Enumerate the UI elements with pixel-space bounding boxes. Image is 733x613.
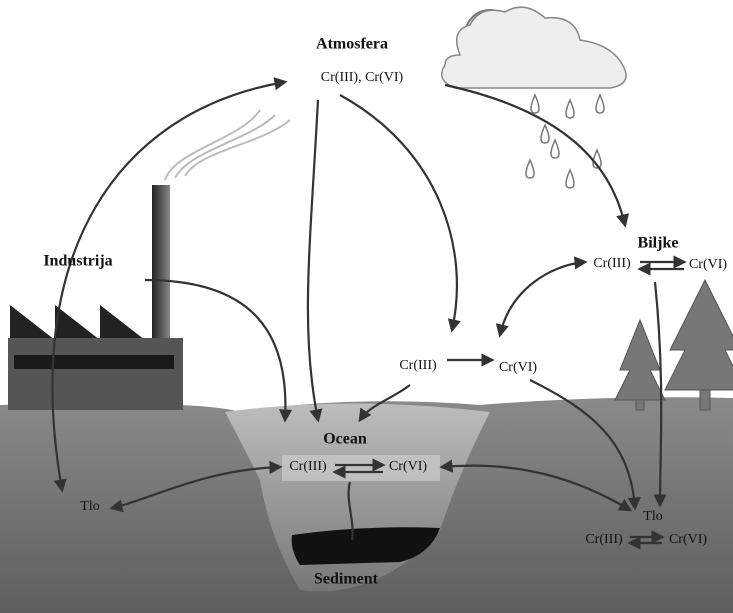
industry-label: Industrija [43,253,112,270]
soil-label: Tlo [80,499,99,514]
plants-species: Cr(VI) [689,257,727,272]
soil-species: Cr(VI) [669,532,707,547]
transformation-species: Cr(VI) [499,360,537,375]
ocean-species: Cr(III) [289,459,327,474]
transformation-species: Cr(III) [399,358,437,373]
atmosphere-species: Cr(III), Cr(VI) [321,70,404,85]
sediment-label: Sediment [314,571,379,588]
weather [442,7,626,188]
plants-label: Biljke [638,235,679,252]
soil-label: Tlo [643,509,662,524]
ocean-species: Cr(VI) [389,459,427,474]
atmosphere-label: Atmosfera [316,36,388,53]
trees [615,280,733,410]
plants-species: Cr(III) [593,256,631,271]
diagram: Atmosfera Cr(III), Cr(VI) Industrija Bil… [0,0,733,613]
ocean-label: Ocean [323,431,367,448]
soil-species: Cr(III) [585,532,623,547]
